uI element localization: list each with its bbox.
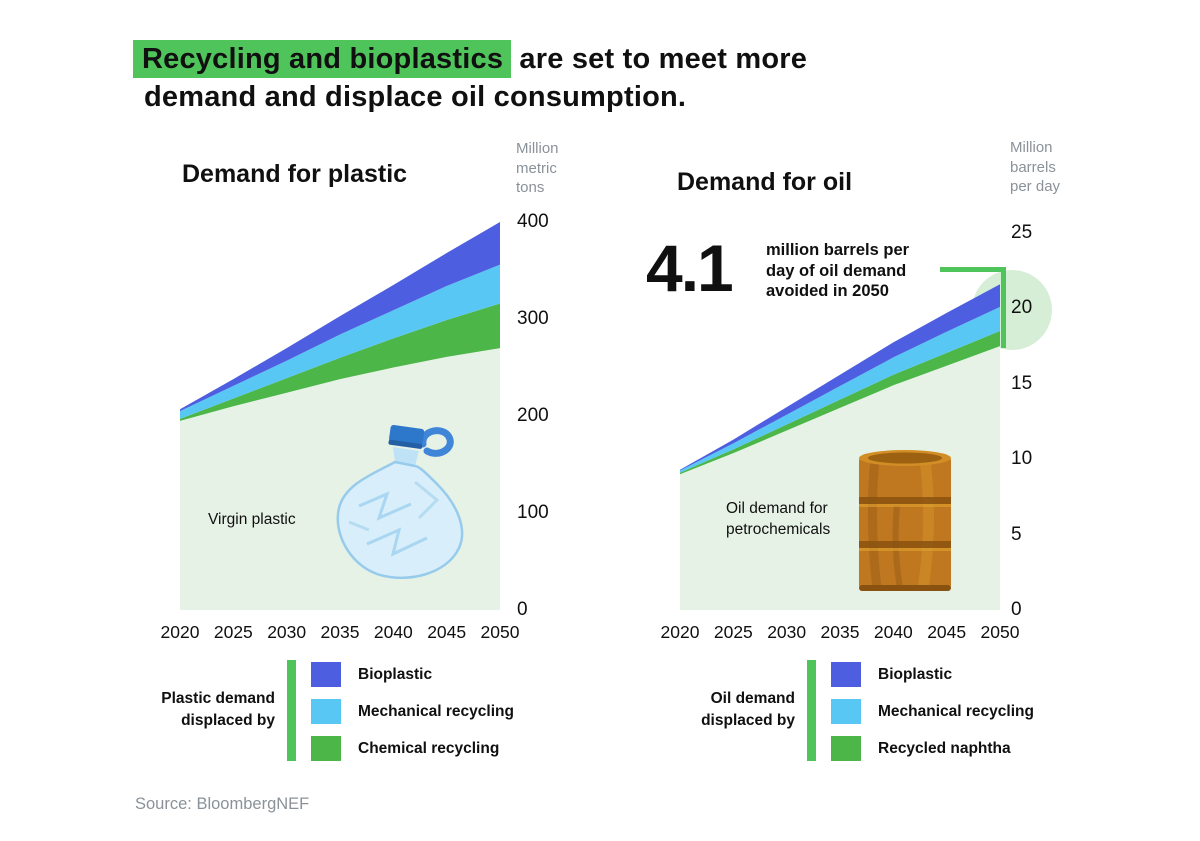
x-tick-label: 2035 <box>320 622 360 642</box>
legend-swatch <box>311 736 341 761</box>
callout-bracket-horizontal <box>940 267 1006 272</box>
page-title: Recycling and bioplastics are set to mee… <box>133 40 807 117</box>
legend-item: Recycled naphtha <box>831 736 1034 761</box>
legend-swatch <box>831 736 861 761</box>
source-credit: Source: BloombergNEF <box>135 795 310 813</box>
y-tick-label: 0 <box>517 599 528 620</box>
legend-item: Bioplastic <box>831 662 1034 687</box>
x-tick-label: 2030 <box>767 622 807 642</box>
y-axis-unit-plastic: Million metric tons <box>516 140 559 196</box>
legend-item: Mechanical recycling <box>831 699 1034 724</box>
title-line2: demand and displace oil consumption. <box>144 81 687 114</box>
y-axis-unit-oil: Million barrels per day <box>1010 139 1061 195</box>
legend-swatch <box>311 662 341 687</box>
chart-title-plastic: Demand for plastic <box>182 160 408 188</box>
y-tick-label: 10 <box>1011 448 1033 470</box>
callout-bracket-vertical <box>1001 267 1006 348</box>
x-tick-label: 2025 <box>213 622 253 642</box>
x-tick-label: 2040 <box>373 622 413 642</box>
y-tick-label: 100 <box>517 502 549 523</box>
legend-title-plastic: Plastic demand displaced by <box>161 690 275 729</box>
oil-demand-chart: Demand for oil Million barrels per day 4… <box>646 139 1060 642</box>
legend-item: Mechanical recycling <box>311 699 514 724</box>
legend-items-oil: Bioplastic Mechanical recycling Recycled n… <box>831 662 1034 773</box>
y-tick-label: 200 <box>517 405 549 426</box>
legend-item-label: Chemical recycling <box>358 739 500 757</box>
y-tick-label: 20 <box>1011 297 1033 319</box>
x-tick-label: 2045 <box>927 622 967 642</box>
x-tick-label: 2045 <box>427 622 467 642</box>
area-mechanical-recycling <box>180 264 500 419</box>
y-tick-label: 5 <box>1011 523 1022 545</box>
area-chemical-recycling <box>180 303 500 421</box>
x-tick-label: 2050 <box>480 622 520 642</box>
annotation-text-line1: million barrels per <box>766 241 910 259</box>
chart-title-oil: Demand for oil <box>677 168 853 196</box>
y-tick-label: 300 <box>517 308 549 329</box>
legend-item-label: Recycled naphtha <box>878 739 1011 757</box>
area-bioplastic <box>180 222 500 412</box>
virgin-plastic-label: Virgin plastic <box>208 511 296 528</box>
x-tick-label: 2035 <box>820 622 860 642</box>
legend-swatch <box>831 699 861 724</box>
legend-accent-bar <box>807 660 816 761</box>
x-tick-label: 2030 <box>267 622 307 642</box>
legend-item: Chemical recycling <box>311 736 514 761</box>
stacked-area-plot-plastic <box>180 222 500 610</box>
legend-swatch <box>311 699 341 724</box>
annotation-value: 4.1 <box>646 231 734 305</box>
y-axis-oil: 25 20 15 10 5 0 <box>1011 222 1071 620</box>
plastic-legend: Plastic demand displaced by Bioplastic Me… <box>135 658 575 768</box>
oil-legend: Oil demand displaced by Bioplastic Mechan… <box>655 658 1095 768</box>
legend-item-label: Bioplastic <box>878 665 953 683</box>
oil-barrel-image <box>859 450 951 591</box>
area-recycled-naphtha <box>680 331 1000 475</box>
plastic-demand-chart: Demand for plastic Million metric tons 4… <box>161 140 559 642</box>
x-tick-label: 2040 <box>873 622 913 642</box>
x-tick-label: 2025 <box>713 622 753 642</box>
plastic-bottle-image <box>336 425 464 580</box>
legend-accent-bar <box>287 660 296 761</box>
title-highlight: Recycling and bioplastics <box>133 40 512 78</box>
annotation-text: million barrels per day of oil demand av… <box>766 240 946 302</box>
x-tick-label: 2020 <box>660 622 700 642</box>
area-mechanical-recycling <box>680 306 1000 473</box>
oil-petrochemicals-label: Oil demand for petrochemicals <box>726 500 831 538</box>
y-tick-label: 0 <box>1011 599 1022 620</box>
y-tick-label: 25 <box>1011 222 1033 243</box>
legend-items-plastic: Bioplastic Mechanical recycling Chemical r… <box>311 662 514 773</box>
y-tick-label: 15 <box>1011 372 1033 394</box>
legend-item-label: Mechanical recycling <box>358 702 514 720</box>
legend-item-label: Bioplastic <box>358 665 433 683</box>
title-rest: are set to meet more <box>511 43 808 75</box>
annotation-text-line3: avoided in 2050 <box>766 282 889 301</box>
area-bioplastic <box>680 284 1000 471</box>
annotation-text-line2: day of oil demand <box>766 261 907 280</box>
y-tick-label: 400 <box>517 211 549 232</box>
y-axis-plastic: 400 300 200 100 0 <box>517 211 577 620</box>
x-tick-label: 2020 <box>160 622 200 642</box>
x-tick-label: 2050 <box>980 622 1020 642</box>
legend-item-label: Mechanical recycling <box>878 702 1034 720</box>
legend-item: Bioplastic <box>311 662 514 687</box>
legend-swatch <box>831 662 861 687</box>
legend-title-oil: Oil demand displaced by <box>701 690 795 729</box>
